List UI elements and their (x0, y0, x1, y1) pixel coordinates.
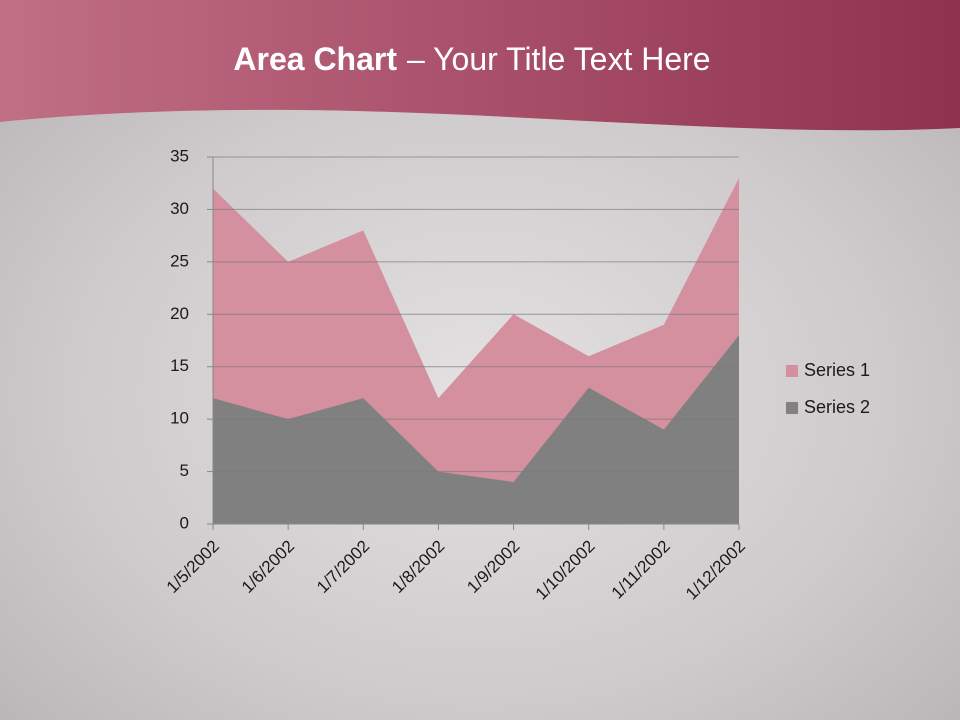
y-tick-label: 20 (170, 304, 189, 323)
y-tick-label: 30 (170, 199, 189, 218)
legend-label: Series 2 (804, 397, 870, 417)
y-tick-label: 25 (170, 251, 189, 270)
legend-swatch (786, 365, 798, 377)
legend-label: Series 1 (804, 360, 870, 380)
slide-title: Area Chart – Your Title Text Here (233, 41, 710, 77)
title-bold: Area Chart (233, 41, 397, 77)
header-band (0, 0, 960, 131)
area (213, 335, 739, 524)
y-tick-label: 15 (170, 356, 189, 375)
y-tick-label: 35 (170, 146, 189, 165)
y-tick-label: 10 (170, 409, 189, 428)
legend-swatch (786, 402, 798, 414)
y-tick-label: 0 (180, 513, 189, 532)
title-rest: – Your Title Text Here (407, 41, 711, 77)
y-tick-label: 5 (180, 461, 189, 480)
